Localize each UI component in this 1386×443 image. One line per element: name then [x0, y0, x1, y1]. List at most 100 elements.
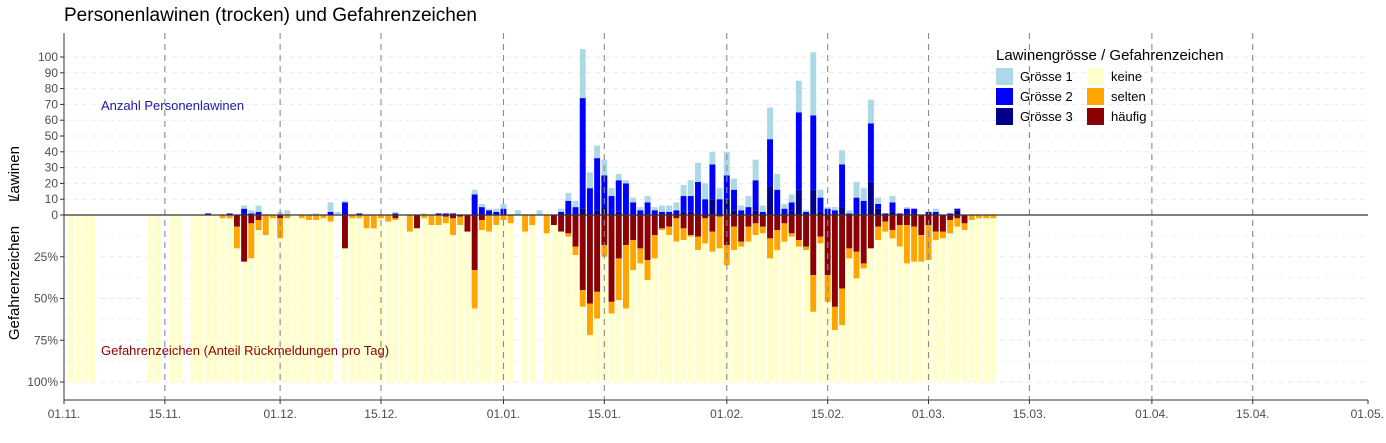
bar-Grösse2-2022-12-17	[392, 213, 399, 215]
x-tick-label: 01.03.	[912, 407, 945, 421]
bar-Grösse3-2023-02-14	[817, 211, 824, 215]
bar-keine-2022-11-23	[219, 218, 226, 382]
bar-häufig-2022-12-25	[450, 215, 456, 219]
bar-keine-2022-12-11	[349, 218, 356, 382]
bar-keine-2023-01-31	[716, 248, 723, 382]
bar-keine-2023-01-13	[586, 335, 593, 382]
y-ticks-bottom: 25% 50% 75% 100%	[27, 250, 64, 389]
bar-häufig-2023-01-16	[608, 215, 615, 302]
bar-keine-2022-12-10	[342, 248, 348, 382]
bar-selten-2023-01-23	[659, 228, 665, 231]
bar-Grösse2-2022-12-29	[478, 207, 485, 215]
bar-selten-2023-03-09	[983, 215, 990, 219]
bar-Grösse2-2023-01-23	[659, 211, 665, 215]
y-tick-label: 100	[38, 50, 58, 64]
bar-keine-2023-01-25	[673, 241, 680, 382]
bar-selten-2023-03-03	[939, 231, 946, 239]
bar-keine-2022-12-08	[327, 221, 334, 382]
bar-häufig-2023-01-14	[594, 215, 601, 292]
bar-häufig-2023-01-11	[572, 215, 579, 247]
bar-selten-2023-01-31	[716, 216, 723, 249]
axes	[63, 33, 1368, 401]
bar-häufig-2023-02-18	[846, 215, 853, 249]
bar-keine-2023-01-14	[594, 318, 601, 382]
bar-Grösse2-2023-02-23	[882, 213, 889, 215]
bar-häufig-2023-02-04	[745, 215, 752, 227]
bar-keine-2022-12-21	[421, 218, 428, 382]
bar-keine-2023-01-09	[558, 231, 565, 382]
bar-Grösse3-2023-02-16	[831, 213, 838, 215]
bar-keine-2022-12-22	[428, 225, 435, 382]
bar-keine-2023-01-28	[695, 250, 701, 382]
bar-Grösse3-2023-02-20	[860, 213, 867, 215]
bar-Grösse2-2023-02-21	[867, 123, 874, 182]
bar-Grösse1-2023-02-10	[788, 194, 795, 203]
bar-Grösse1-2022-11-27	[248, 210, 255, 214]
bar-Grösse1-2023-01-10	[565, 192, 572, 201]
bar-keine-2022-12-16	[385, 221, 392, 382]
bar-Grösse1-2023-01-14	[594, 145, 601, 159]
bar-Grösse2-2023-02-05	[752, 180, 759, 211]
bar-Grösse1-2023-02-02	[731, 178, 737, 190]
bar-keine-2023-01-23	[659, 230, 665, 382]
bar-selten-2023-01-24	[666, 226, 673, 236]
bar-Grösse3-2023-01-26	[680, 211, 687, 215]
y-tick-label: 100%	[27, 375, 58, 389]
bar-häufig-2023-02-26	[903, 215, 910, 226]
bar-selten-2023-01-18	[622, 245, 629, 309]
bar-selten-2023-02-26	[903, 225, 910, 264]
bar-keine-2022-12-28	[471, 308, 478, 382]
bar-Grösse2-2023-01-18	[622, 183, 629, 215]
bar-Grösse2-2023-02-18	[846, 213, 853, 215]
bar-selten-2023-01-12	[579, 290, 586, 307]
bar-Grösse1-2023-01-09	[558, 208, 565, 212]
bar-selten-2022-12-24	[442, 216, 449, 224]
bar-häufig-2023-03-02	[932, 215, 939, 232]
bar-keine-2022-12-14	[370, 228, 377, 382]
bar-Grösse2-2023-02-24	[889, 202, 896, 212]
bar-Grösse1-2023-01-22	[651, 207, 658, 211]
bar-selten-2022-11-29	[262, 215, 269, 236]
bar-keine-2022-12-12	[356, 218, 363, 382]
bar-häufig-2023-02-09	[781, 215, 788, 224]
bar-keine-2023-02-26	[903, 263, 910, 382]
bar-häufig-2023-01-10	[565, 215, 572, 234]
x-tick-label: 01.01.	[487, 407, 520, 421]
bar-keine-2023-02-14	[817, 243, 824, 382]
bar-häufig-2023-02-16	[831, 215, 838, 307]
bar-keine-2022-12-07	[320, 218, 327, 382]
legend-title: Lawinengrösse / Gefahrenzeichen	[996, 47, 1224, 64]
bar-keine-2023-02-28	[918, 261, 925, 382]
bar-Grösse2-2022-12-31	[493, 211, 500, 215]
bar-selten-2023-02-18	[846, 248, 853, 259]
bar-keine-2023-02-25	[896, 246, 903, 382]
bar-Grösse1-2023-02-05	[752, 159, 759, 181]
bar-Grösse1-2023-01-24	[666, 205, 673, 212]
bar-selten-2023-02-12	[803, 246, 810, 251]
bar-Grösse1-2022-11-28	[255, 205, 262, 212]
bar-keine-2023-01-12	[579, 306, 586, 382]
bar-Grösse1-2022-12-09	[334, 211, 341, 215]
bar-Grösse2-2023-02-04	[745, 207, 752, 215]
bar-selten-2023-02-09	[781, 223, 788, 242]
bar-häufig-2023-01-29	[702, 215, 709, 219]
bar-selten-2023-01-25	[673, 218, 680, 242]
bar-selten-2023-02-14	[817, 236, 824, 244]
bar-keine-2022-11-25	[233, 248, 240, 382]
bar-selten-2023-01-27	[687, 235, 694, 237]
bar-keine-2023-02-21	[867, 248, 874, 382]
bar-Grösse1-2023-01-16	[608, 188, 615, 197]
bar-selten-2023-01-04	[522, 215, 529, 232]
bar-Grösse1-2023-01-21	[644, 196, 651, 203]
bar-keine-2023-01-08	[550, 225, 557, 382]
bar-keine-2023-02-12	[803, 250, 810, 382]
bar-keine-2023-02-08	[774, 250, 781, 382]
y-axis-title-bottom: Gefahrenzeichen	[6, 226, 23, 340]
bar-keine-2023-02-18	[846, 258, 853, 382]
bar-selten-2023-01-19	[630, 240, 637, 271]
bar-Grösse3-2023-02-07	[767, 186, 773, 215]
bar-häufig-2023-02-13	[810, 215, 817, 276]
bar-Grösse2-2023-01-29	[702, 199, 709, 215]
annotation-avalanches: Anzahl Personenlawinen	[101, 98, 244, 113]
x-tick-label: 15.12.	[364, 407, 397, 421]
